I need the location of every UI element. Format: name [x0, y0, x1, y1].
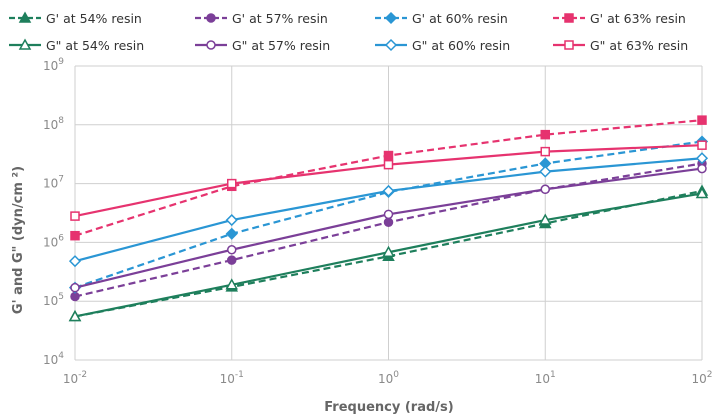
legend-label-gprime-57: G' at 57% resin: [232, 10, 328, 26]
legend-label-gdouble-54: G" at 54% resin: [46, 37, 145, 53]
data-point: [225, 278, 239, 290]
data-point: [382, 184, 395, 198]
legend-label-gprime-54: G' at 54% resin: [46, 10, 142, 26]
y-tick-label: 105: [43, 292, 64, 308]
legend-marker: [18, 11, 32, 23]
x-tick-label: 10-2: [63, 370, 87, 386]
legend-marker: [384, 38, 398, 52]
series-4: [68, 186, 709, 322]
legend-swatch-gdouble-54: [9, 38, 41, 50]
legend-label-gdouble-57: G" at 57% resin: [232, 37, 331, 53]
legend-item-gprime-60: G' at 60% resin: [374, 8, 508, 28]
data-point: [383, 150, 394, 161]
data-point: [225, 213, 238, 227]
data-point: [697, 140, 707, 150]
data-point: [697, 163, 707, 174]
legend-item-gprime-63: G' at 63% resin: [552, 8, 686, 28]
data-point: [70, 230, 80, 241]
x-tick-label: 100: [378, 370, 399, 386]
data-point: [68, 255, 82, 268]
legend-marker: [18, 38, 32, 50]
legend-marker: [564, 13, 574, 23]
legend-swatch-gprime-60: [375, 11, 407, 25]
legend-swatch-gprime-63: [553, 13, 585, 23]
legend-swatch-gdouble-60: [375, 38, 407, 52]
legend-swatch-gdouble-63: [553, 40, 585, 50]
data-point: [70, 291, 80, 302]
x-tick-label: 101: [535, 370, 556, 386]
legend-swatch-gprime-57: [195, 13, 227, 23]
data-point: [383, 217, 394, 228]
legend-label-gdouble-60: G" at 60% resin: [412, 37, 511, 53]
legend: G' at 54% resin G' at 57% resin G' at 60…: [0, 0, 725, 60]
legend-item-gprime-57: G' at 57% resin: [194, 8, 328, 28]
data-point: [697, 115, 707, 125]
legend-marker: [384, 11, 398, 25]
data-point: [539, 165, 552, 178]
data-point: [383, 159, 394, 170]
y-tick-label: 104: [43, 351, 64, 367]
y-axis-title: G' and G" (dyn/cm ²): [11, 166, 26, 314]
legend-label-gdouble-63: G" at 63% resin: [590, 37, 689, 53]
x-axis-title: Frequency (rad/s): [324, 400, 453, 415]
series-layer: [68, 115, 709, 322]
data-point: [227, 244, 237, 255]
data-point: [227, 255, 237, 265]
data-point: [382, 245, 395, 257]
y-tick-label: 106: [43, 233, 64, 249]
data-point: [68, 309, 82, 322]
legend-marker: [206, 40, 216, 50]
data-point: [538, 213, 552, 225]
data-point: [540, 146, 550, 157]
legend-label-gprime-60: G' at 60% resin: [412, 10, 508, 26]
x-tick-label: 10-1: [220, 370, 244, 386]
legend-item-gprime-54: G' at 54% resin: [8, 8, 142, 28]
data-point: [383, 209, 394, 220]
x-tick-label: 102: [691, 370, 712, 386]
tick-labels: 10-2 10-1 100 101 102 104 105 106 107 108 109: [43, 57, 713, 386]
legend-swatch-gprime-54: [9, 11, 41, 23]
y-tick-label: 108: [43, 116, 64, 132]
legend-swatch-gdouble-57: [195, 40, 227, 50]
data-point: [695, 152, 709, 165]
series-5: [70, 163, 707, 293]
y-tick-label: 107: [43, 175, 64, 191]
data-point: [225, 227, 238, 240]
legend-marker: [206, 13, 216, 23]
y-tick-label: 109: [43, 57, 64, 73]
legend-item-gdouble-54: G" at 54% resin: [8, 35, 144, 55]
data-point: [695, 186, 709, 199]
legend-marker: [564, 40, 574, 50]
series-6: [68, 152, 709, 268]
legend-item-gdouble-60: G" at 60% resin: [374, 35, 510, 55]
data-point: [540, 184, 550, 195]
series-line: [74, 140, 703, 289]
data-point: [70, 211, 80, 221]
legend-item-gdouble-57: G" at 57% resin: [194, 35, 330, 55]
data-point: [70, 282, 80, 293]
legend-item-gdouble-63: G" at 63% resin: [552, 35, 688, 55]
data-point: [540, 129, 550, 140]
data-point: [227, 178, 237, 189]
series-7: [70, 140, 707, 221]
legend-label-gprime-63: G' at 63% resin: [590, 10, 686, 26]
